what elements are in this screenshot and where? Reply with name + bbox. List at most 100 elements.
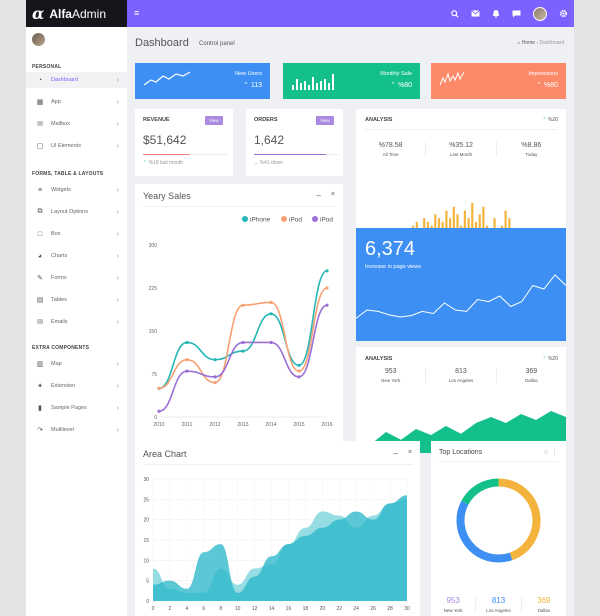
menu-toggle-icon[interactable]: ≡ [134,8,140,18]
sidebar-item-label: Mailbox [51,121,70,127]
data-point [325,286,329,290]
chevron-right-icon: › [116,98,119,106]
mail-icon[interactable] [471,10,480,17]
brand-logo: α [32,4,45,23]
gear-icon[interactable] [559,9,568,18]
page-views-card: 6,374 Increase in page views [356,228,566,341]
doc-icon: ▢ [36,143,44,150]
sidebar-item-app[interactable]: ▦ App › [26,94,127,110]
collapse-icon[interactable]: – [316,191,321,200]
x-tick-label: 30 [404,606,410,612]
share-icon: ↷ [37,427,43,434]
y-tick-label: 25 [143,497,149,503]
chat-icon[interactable] [512,10,521,18]
x-tick-label: 14 [269,606,275,612]
stat-title: Monthly Sale [380,71,412,77]
analysis-columns: %78.58 All Time %35.12 Last Month %8.86 Tod… [356,142,566,157]
y-tick-label: 10 [143,558,149,564]
search-icon[interactable] [451,9,459,18]
sidebar-item-label: UI Elements [51,143,81,149]
analysis-bar [471,203,474,237]
chevron-right-icon: › [116,186,119,194]
x-tick-label: 8 [219,606,222,612]
location-col: 813 Los Angeles [476,596,522,613]
sidebar-item-sample-pages[interactable]: ▮ Sample Pages › [26,400,127,416]
sidebar-item-label: Dashboard [51,77,78,83]
map-icon: ▥ [36,361,44,368]
data-point [157,386,161,390]
sidebar: PERSONAL FORMS, TABLE & LAYOUTS EXTRA CO… [26,27,127,616]
stat-title: Impressions [528,71,558,77]
analysis-bar [467,218,470,237]
analysis-value: %8.86 [521,142,542,149]
divider [143,464,413,465]
analysis-label: Today [525,152,538,157]
data-point [241,349,245,353]
bars-icon [292,74,334,90]
sidebar-item-mailbox[interactable]: ✉ Mailbox › [26,116,127,132]
orders-view-button[interactable]: View [316,116,334,125]
chevron-right-icon: › [116,252,119,260]
analysis2-col: 369 Dallas [497,368,566,383]
close-icon[interactable]: × [330,191,335,198]
analysis-bar [452,206,455,237]
data-point [213,358,217,362]
revenue-view-button[interactable]: View [205,116,223,125]
data-point [269,312,273,316]
location-label: Los Angeles [486,608,511,613]
location-label: Dallas [537,608,551,613]
locations-title: Top Locations [439,449,483,456]
orders-value: 1,642 [254,133,285,147]
table-icon: ▤ [36,297,44,304]
pie-icon: ◕ [37,252,43,260]
square-icon: □ [37,230,43,238]
chevron-right-icon: › [116,318,119,326]
sidebar-item-multilevel[interactable]: ↷ Multilevel › [26,422,127,438]
sidebar-item-extension[interactable]: ✦ Extension › [26,378,127,394]
sidebar-item-label: Multilevel [51,427,74,433]
revenue-value: $51,642 [143,133,187,147]
sidebar-item-tables[interactable]: ▤ Tables › [26,292,127,308]
x-tick-label: 24 [353,606,359,612]
x-tick-label: 2016 [321,422,332,428]
sidebar-item-layout-options[interactable]: ⧉ Layout Options › [26,204,127,220]
brand[interactable]: α AlfaAdmin [26,0,127,27]
sparkline-icon [143,71,191,86]
stat-value: ⌃ 113 [243,82,262,89]
series-line [158,287,328,390]
sidebar-item-ui-elements[interactable]: ▢ UI Elements › [26,138,127,154]
sidebar-item-emails[interactable]: ✉ Emails › [26,314,127,330]
breadcrumb: ⌂ Home › Dashboard [517,40,564,46]
sidebar-item-dashboard[interactable]: ◔ Dashboard › [26,72,127,88]
crumb-home[interactable]: Home [521,40,536,46]
stat-value: ⌃ %80 [536,82,558,89]
legend-dot [281,216,287,222]
sidebar-item-forms[interactable]: ✎ Forms › [26,270,127,286]
analysis-bar [456,214,459,237]
sidebar-item-charts[interactable]: ◕ Charts › [26,248,127,264]
sidebar-item-widgets[interactable]: ≡ Widgets › [26,182,127,198]
x-tick-label: 2012 [209,422,220,428]
data-point [185,369,189,373]
y-tick-label: 5 [146,579,149,585]
bell-icon[interactable] [492,9,500,18]
more-icon[interactable]: ⋮ [551,449,558,456]
sidebar-item-label: Tables [51,297,67,303]
locations-donut-chart [456,478,541,563]
sidebar-item-map[interactable]: ▥ Map › [26,356,127,372]
analysis-bar [437,218,441,237]
data-point [269,340,273,345]
page-views-line-chart [356,274,566,319]
sidebar-avatar[interactable] [32,33,45,46]
collapse-icon[interactable]: – [393,449,398,458]
section-forms: FORMS, TABLE & LAYOUTS [32,171,104,177]
divider [439,461,558,462]
sidebar-item-box[interactable]: □ Box › [26,226,127,242]
area-chart-card: Area Chart – × 0 5 10 15 20 25 30 0 2 4 6 8 10 12 14 16… [135,441,420,616]
user-avatar[interactable] [533,6,547,21]
close-icon[interactable]: × [407,449,412,456]
yearly-line-chart: 0 75 150 225 300 2010 2011 2012 2013 2014 2015 2016… [149,216,333,428]
refresh-icon[interactable]: ○ [543,449,548,456]
edit-icon: ✎ [37,275,43,282]
y-tick-label: 15 [143,538,149,544]
